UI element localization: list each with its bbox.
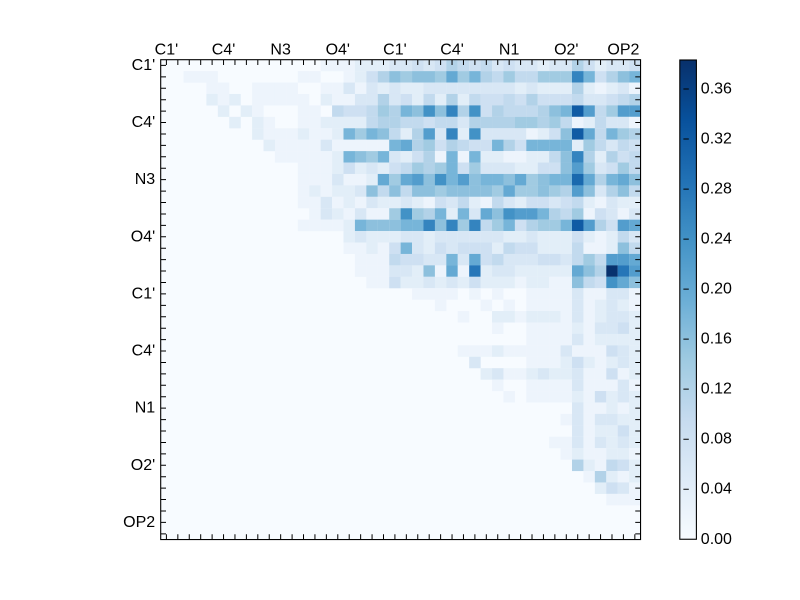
svg-text:C1': C1' <box>132 285 156 302</box>
svg-text:C1': C1' <box>132 57 156 74</box>
svg-text:OP2: OP2 <box>123 514 155 531</box>
svg-text:0.08: 0.08 <box>701 431 732 448</box>
svg-text:C4': C4' <box>212 42 236 59</box>
svg-text:0.12: 0.12 <box>701 381 732 398</box>
svg-text:N1: N1 <box>499 42 520 59</box>
svg-text:C1': C1' <box>383 42 407 59</box>
svg-text:0.04: 0.04 <box>701 481 732 498</box>
svg-text:O2': O2' <box>554 42 578 59</box>
svg-text:O4': O4' <box>131 228 155 245</box>
svg-text:O2': O2' <box>131 457 155 474</box>
svg-text:0.20: 0.20 <box>701 281 732 298</box>
svg-text:OP2: OP2 <box>607 42 639 59</box>
svg-text:C1': C1' <box>155 42 179 59</box>
svg-text:0.36: 0.36 <box>701 81 732 98</box>
svg-text:C4': C4' <box>132 343 156 360</box>
svg-text:N3: N3 <box>135 171 156 188</box>
svg-text:0.32: 0.32 <box>701 131 732 148</box>
svg-text:O4': O4' <box>326 42 350 59</box>
svg-text:0.00: 0.00 <box>701 531 732 548</box>
svg-text:0.28: 0.28 <box>701 181 732 198</box>
svg-text:C4': C4' <box>132 114 156 131</box>
svg-text:N1: N1 <box>135 400 156 417</box>
svg-text:0.16: 0.16 <box>701 331 732 348</box>
svg-text:C4': C4' <box>440 42 464 59</box>
svg-text:N3: N3 <box>270 42 291 59</box>
svg-text:0.24: 0.24 <box>701 231 732 248</box>
